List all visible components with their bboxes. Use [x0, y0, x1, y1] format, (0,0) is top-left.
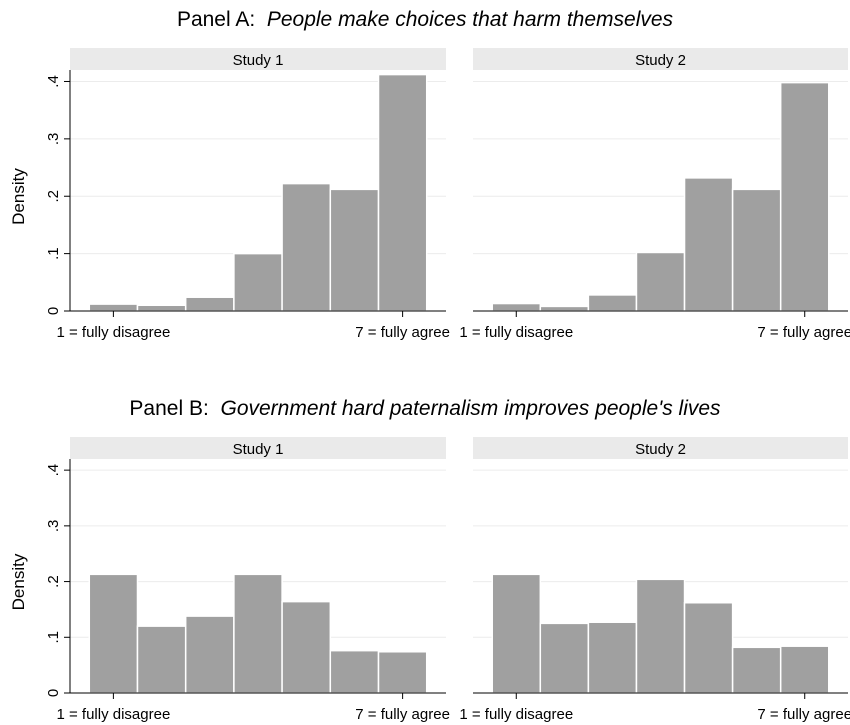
panel-0-study-2-x-tick-label-1: 7 = fully agree: [757, 324, 850, 341]
panel-0-study-1-bar-2: [136, 304, 187, 312]
panel-0-study-1-bar-6: [329, 188, 380, 312]
panel-0-study-1-bar-1: [88, 303, 139, 312]
panel-0-study-2-bar-1: [491, 302, 542, 312]
panel-1-study-1-y-tick-label-3: .3: [45, 520, 62, 533]
panel-1-study-2-x-tick-label-0: 1 = fully disagree: [459, 706, 573, 723]
panel-0-study-1-strip-label: Study 1: [233, 52, 284, 69]
panel-0-study-1-y-tick-label-3: .3: [45, 133, 62, 146]
panel-1-study-2-bar-3: [587, 621, 638, 694]
panel-1-study-1-bar-6: [329, 649, 380, 694]
panel-0-study-1-bar-4: [233, 252, 283, 312]
panel-1-study-1-bar-4: [233, 573, 283, 694]
panel-0-study-1-y-tick-label-4: .4: [45, 75, 62, 88]
panel-1-study-1-bar-3: [184, 615, 235, 694]
panel-0-study-1-strip: [70, 48, 446, 70]
panel-0-study-1-bar-3: [184, 296, 235, 312]
panel-1-study-1-y-tick-label-1: .1: [45, 631, 62, 644]
panel-0-y-axis-label: Density: [9, 168, 28, 225]
panel-0-study-2-bar-7: [779, 81, 830, 312]
panel-1-study-1-bar-2: [136, 625, 187, 694]
panel-a-subtitle: People make choices that harm themselves: [266, 8, 674, 31]
panel-1-study-1-strip-label: Study 1: [233, 441, 284, 458]
panel-0-study-2-bar-4: [635, 251, 686, 312]
panel-0-study-2-strip-label: Study 2: [635, 52, 686, 69]
panel-1-study-2-bar-5: [683, 601, 734, 694]
panel-1-study-2-bar-6: [731, 646, 782, 694]
panel-0-study-1-y-tick-label-1: .1: [45, 247, 62, 260]
panel-1-study-2-x-tick-label-1: 7 = fully agree: [757, 706, 850, 723]
panel-1-study-1-x-tick-label-0: 1 = fully disagree: [56, 706, 170, 723]
panel-1-study-2-bar-4: [635, 578, 686, 694]
panel-1-study-1-bar-5: [281, 600, 332, 694]
panel-1-study-1-y-tick-label-0: 0: [45, 689, 62, 697]
panel-b-title: Panel B: Government hard paternalism imp…: [0, 397, 850, 421]
panel-1-study-1-bar-7: [377, 651, 428, 694]
panel-1-study-1-y-tick-label-4: .4: [45, 464, 62, 477]
panel-1-study-1-bar-1: [88, 573, 139, 694]
panel-0-study-1-bar-7: [377, 73, 428, 312]
panel-1-study-2-strip-label: Study 2: [635, 441, 686, 458]
panel-1-study-2-bar-7: [779, 645, 830, 694]
panel-0-study-2-bar-6: [731, 188, 782, 312]
panel-0-study-2-bar-3: [587, 294, 638, 312]
panel-0-study-1-y-tick-label-2: .2: [45, 190, 62, 203]
panel-0-study-1-bar-5: [281, 182, 332, 312]
panel-0-study-1-x-tick-label-0: 1 = fully disagree: [56, 324, 170, 341]
panel-0-study-1-y-tick-label-0: 0: [45, 307, 62, 315]
panel-b-prefix: Panel B:: [129, 397, 209, 420]
panel-0-study-2-x-tick-label-0: 1 = fully disagree: [459, 324, 573, 341]
panel-1-y-axis-label: Density: [9, 553, 28, 610]
panel-1-study-1-strip: [70, 437, 446, 459]
panel-0-study-2-strip: [473, 48, 848, 70]
panel-1-study-2-strip: [473, 437, 848, 459]
panel-a-title: Panel A: People make choices that harm t…: [0, 8, 850, 32]
panel-1-study-1-x-tick-label-1: 7 = fully agree: [355, 706, 450, 723]
panel-0-study-2-bar-5: [683, 177, 734, 312]
panel-b-subtitle: Government hard paternalism improves peo…: [220, 397, 721, 420]
panel-1-study-1-y-tick-label-2: .2: [45, 575, 62, 588]
panel-0-study-1-x-tick-label-1: 7 = fully agree: [355, 324, 450, 341]
panel-1-study-2-bar-2: [539, 622, 590, 694]
panel-1-study-2-bar-1: [491, 573, 542, 694]
panel-0-study-2-bar-2: [539, 305, 590, 312]
panel-a-prefix: Panel A:: [176, 8, 256, 31]
